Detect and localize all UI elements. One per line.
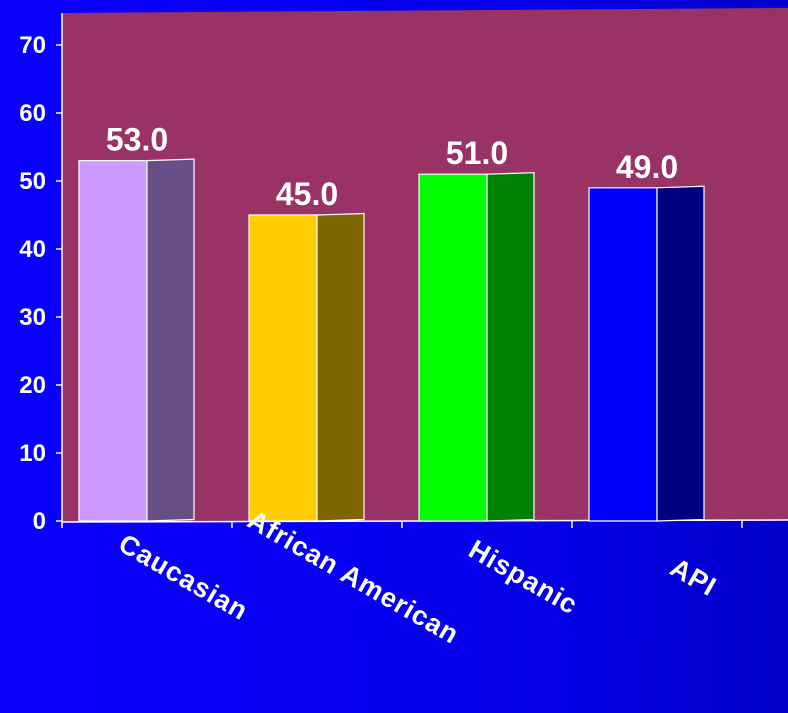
y-tick-label: 10 [19,440,46,467]
bar [78,158,195,522]
bar-side-face [316,212,365,522]
category-label: Hispanic [464,534,583,620]
category-label: API [665,552,722,602]
y-tick-label: 0 [33,508,46,535]
category-label: Caucasian [114,528,254,626]
bar [418,172,535,522]
category-label: African American [243,505,465,650]
bar-front-face [78,160,148,522]
y-tick-label: 50 [19,168,46,195]
bar-front-face [248,214,318,522]
y-tick-label: 40 [19,236,46,263]
bar-value-label: 53.0 [106,122,168,158]
bar-value-label: 49.0 [616,149,678,185]
y-tick-label: 60 [19,100,46,127]
data-labels: 53.0 45.0 51.0 49.0 [106,122,678,212]
x-axis-ticks [61,521,743,528]
y-tick-label: 70 [19,32,46,59]
y-tick-label: 20 [19,372,46,399]
bar-value-label: 51.0 [446,135,508,171]
y-axis-ticks: 0 10 20 30 40 50 60 70 [19,32,62,535]
bar-front-face [418,173,488,522]
bar-side-face [486,172,535,522]
bar-front-face [588,187,658,522]
bar-side-face [146,158,195,522]
bar [588,185,705,522]
bar [248,212,365,522]
bars [78,158,705,522]
bar-side-face [656,185,705,522]
bar-value-label: 45.0 [276,176,338,212]
y-tick-label: 30 [19,304,46,331]
